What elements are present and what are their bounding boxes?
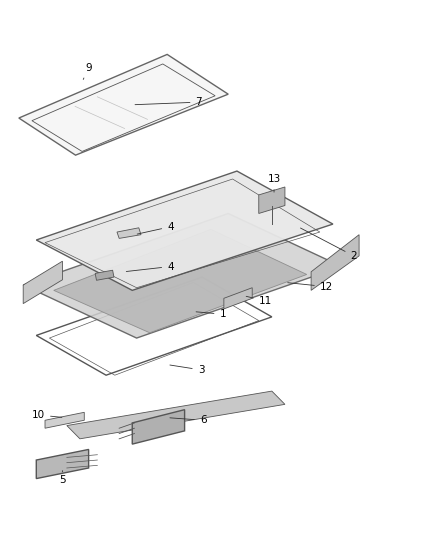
Polygon shape	[132, 410, 184, 444]
Polygon shape	[36, 171, 332, 290]
Polygon shape	[67, 391, 284, 439]
Text: 9: 9	[83, 63, 92, 79]
Text: 11: 11	[246, 296, 272, 306]
Polygon shape	[23, 261, 62, 304]
Text: 10: 10	[32, 410, 62, 420]
Text: 4: 4	[137, 222, 173, 234]
Text: 1: 1	[196, 309, 226, 319]
Polygon shape	[117, 228, 141, 238]
Text: 4: 4	[126, 262, 173, 271]
Text: 5: 5	[59, 471, 66, 484]
Text: 3: 3	[170, 365, 204, 375]
Polygon shape	[223, 288, 252, 309]
Text: 2: 2	[300, 228, 356, 261]
Text: 6: 6	[170, 415, 206, 425]
Polygon shape	[53, 229, 306, 333]
Polygon shape	[258, 187, 284, 214]
Text: 12: 12	[287, 281, 332, 292]
Polygon shape	[311, 235, 358, 290]
Polygon shape	[95, 270, 114, 280]
Polygon shape	[19, 54, 228, 155]
Text: 7: 7	[135, 97, 201, 107]
Text: 13: 13	[267, 174, 280, 192]
Polygon shape	[23, 214, 341, 338]
Polygon shape	[36, 449, 88, 479]
Polygon shape	[45, 413, 84, 428]
